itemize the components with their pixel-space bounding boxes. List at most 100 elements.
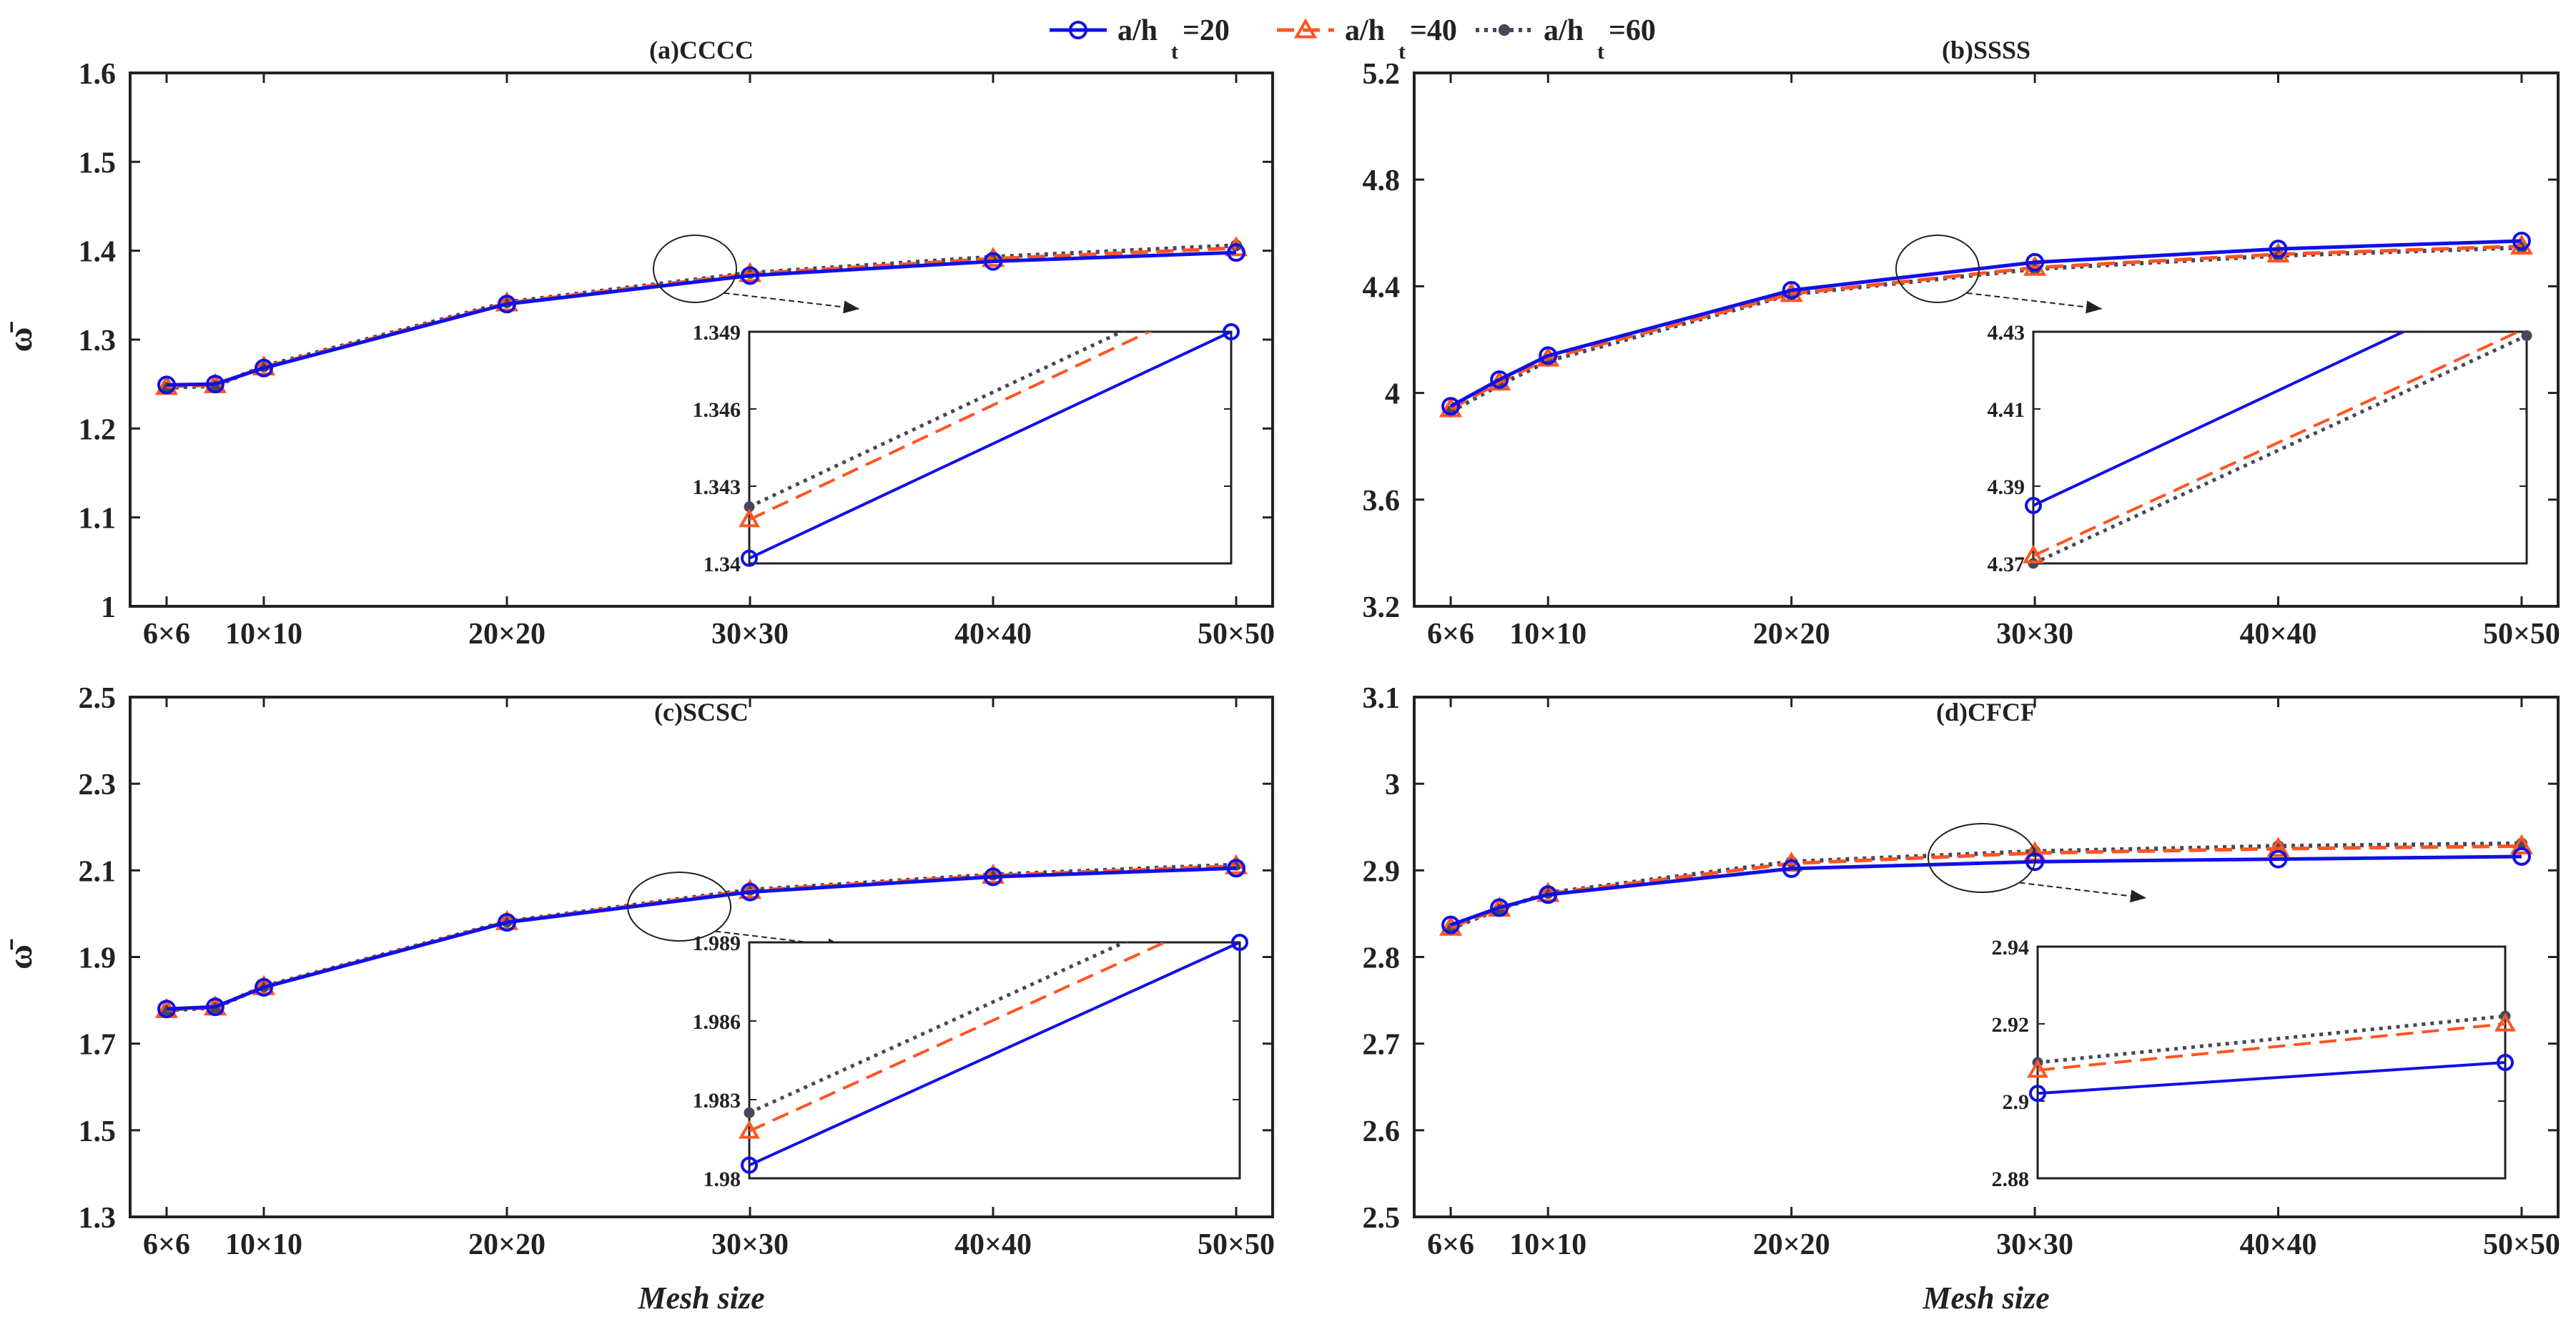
x-tick-label: 6×6 [143, 1228, 190, 1261]
y-tick-label: 2.1 [79, 855, 117, 888]
data-point [1438, 397, 1463, 418]
y-tick-label: 1.3 [79, 325, 117, 357]
x-axis-label: Mesh size [1922, 1281, 2049, 1316]
legend-marker [1498, 24, 1511, 36]
zoom-arrow [724, 292, 860, 310]
x-tick-label: 40×40 [2240, 618, 2317, 651]
zoom-arrowhead [2086, 300, 2102, 314]
zoom-ellipse [1928, 823, 2036, 893]
inset-series-line [2038, 1061, 2505, 1095]
x-tick-label: 40×40 [954, 618, 1032, 651]
legend-subscript: t [1398, 40, 1406, 64]
data-point [984, 867, 1002, 887]
y-tick-label: 5.2 [1363, 58, 1401, 91]
inset-data-point [741, 1156, 758, 1174]
inset-frame [748, 941, 1241, 1180]
data-point [255, 358, 273, 378]
data-point [1490, 370, 1509, 389]
inset-series-line [749, 942, 1129, 1115]
x-tick-label: 10×10 [1509, 1228, 1586, 1261]
legend-subscript: t [1597, 40, 1604, 64]
panel-title: (b)SSSS [1942, 36, 2030, 64]
inset-y-tick-label: 2.94 [1992, 936, 2030, 960]
inset-data-point [2027, 1059, 2048, 1078]
legend-entry: a/h t=40 [1277, 14, 1457, 64]
plot-frame [1413, 71, 2560, 608]
x-tick-label: 30×30 [1996, 618, 2073, 651]
legend: a/ht=20 a/ht=40 a/ht=60 [1050, 14, 1656, 64]
inset-series-line [2038, 1014, 2505, 1065]
zoom-arrow [2019, 882, 2147, 899]
series-line [166, 246, 1237, 389]
data-point [2510, 234, 2534, 255]
data-point [1490, 898, 1509, 917]
inset-y-tick-label: 1.98 [704, 1168, 741, 1191]
x-tick-label: 40×40 [954, 1228, 1032, 1261]
x-tick-label: 10×10 [1509, 618, 1586, 651]
inset-plot-area [2033, 332, 2527, 563]
data-point [2269, 849, 2288, 869]
inset-plot-area [2038, 1014, 2505, 1095]
chart-panel: 2.5 2.6 2.7 2.8 2.9 3 3.1 6×6 10×10 20×20 30×30 40×… [1363, 682, 2560, 1316]
data-point [1441, 915, 1461, 934]
legend-value: =20 [1183, 14, 1230, 47]
inset-series-line [2033, 332, 2522, 558]
zoom-arrowhead [2130, 889, 2146, 903]
inset-data-point [2023, 544, 2044, 563]
x-tick-label: 30×30 [711, 1228, 789, 1261]
data-point [2512, 847, 2531, 866]
data-point [255, 977, 273, 997]
inset-data-point [1223, 323, 1240, 340]
y-tick-label: 1.9 [79, 942, 117, 975]
panel-title: (c)SCSC [654, 698, 749, 726]
data-point [157, 375, 176, 395]
chart-panel: 1 1.1 1.2 1.3 1.4 1.5 1.6 6×6 10×10 20×20 30×30 40×… [1, 36, 1275, 651]
inset-frame [2032, 330, 2528, 565]
x-tick-label: 6×6 [1427, 618, 1474, 651]
legend-label: a/h [1544, 14, 1584, 47]
series-line [1449, 244, 2522, 411]
x-tick-label: 40×40 [2240, 1228, 2317, 1261]
y-tick-label: 4.4 [1363, 271, 1401, 304]
legend-marker [1069, 21, 1087, 39]
y-tick-label: 1.3 [79, 1202, 117, 1235]
data-point [741, 882, 759, 902]
x-tick-label: 20×20 [468, 618, 546, 651]
legend-value: =60 [1609, 14, 1656, 47]
inset-data-point [2494, 1012, 2516, 1032]
data-point [738, 879, 762, 899]
inset-data-point [739, 1120, 760, 1139]
zoom-ellipse [653, 235, 737, 303]
panel-title: (a)CCCC [649, 36, 754, 64]
data-point [1539, 346, 1558, 365]
x-tick-label: 50×50 [2483, 1228, 2560, 1261]
data-point [1539, 885, 1558, 904]
inset-y-tick-label: 1.983 [693, 1089, 741, 1113]
y-tick-label: 1.1 [79, 503, 117, 536]
series-line [166, 250, 1237, 387]
x-tick-label: 50×50 [1198, 1228, 1275, 1261]
inset-data-point [2028, 558, 2039, 569]
inset-series-line [2038, 1022, 2505, 1072]
inset-y-tick-label: 1.343 [693, 475, 741, 499]
inset-y-tick-label: 4.43 [1988, 321, 2025, 345]
chart-panel: 1.3 1.5 1.7 1.9 2.1 2.3 2.5 6×6 10×10 20×20 30×30 4… [1, 682, 1275, 1316]
inset-y-tick-label: 1.349 [693, 321, 741, 345]
inset-y-tick-label: 4.39 [1988, 475, 2025, 499]
inset-data-point [744, 1107, 755, 1118]
x-tick-label: 10×10 [225, 618, 302, 651]
data-point [2269, 240, 2288, 259]
series-line [1450, 854, 2522, 927]
inset-plot-area [749, 332, 1231, 560]
y-axis-label: ω̄ [1, 939, 39, 970]
data-point [2023, 255, 2047, 276]
x-tick-label: 30×30 [711, 618, 789, 651]
y-tick-label: 2.8 [1363, 942, 1401, 975]
inset-y-tick-label: 2.88 [1992, 1168, 2030, 1191]
data-point [738, 262, 762, 282]
inset-y-tick-label: 2.92 [1992, 1013, 2030, 1037]
x-tick-label: 20×20 [1753, 618, 1830, 651]
legend-marker [1293, 18, 1318, 39]
y-tick-label: 1 [101, 591, 116, 624]
